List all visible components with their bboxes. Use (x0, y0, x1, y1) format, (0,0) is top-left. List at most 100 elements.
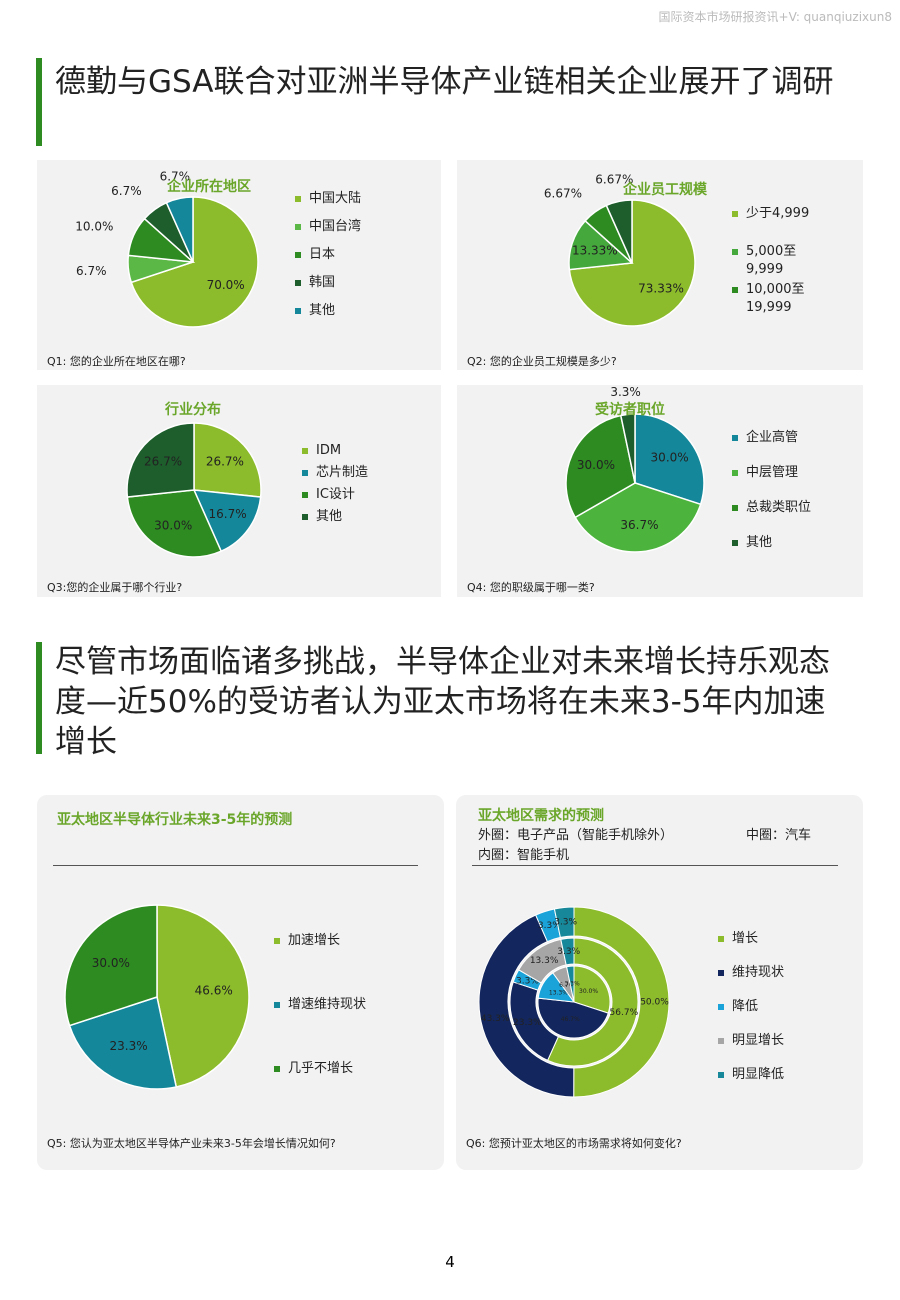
section-title: 德勤与GSA联合对亚洲半导体产业链相关企业展开了调研 (55, 64, 834, 100)
data-label: 6.7% (111, 184, 142, 198)
chart-card: 70.0% 6.7% 10.0% 6.7% 6.7% 企业所在地区 Q1: 您的企业所在地区… (37, 160, 441, 370)
chart: 26.7% 16.7% 30.0% 26.7% (126, 422, 262, 558)
data-label: 26.7% (206, 455, 244, 469)
legend-item: 降低 (718, 998, 813, 1016)
legend-item: 日本 (295, 246, 390, 264)
chart-card: 26.7% 16.7% 30.0% 26.7% 行业分布 Q3:您的企业属于哪个行业? ID… (37, 385, 441, 597)
legend-swatch (274, 1066, 280, 1072)
data-label: 6.67% (544, 187, 582, 201)
legend-swatch (718, 1072, 724, 1078)
legend-item: 10,000至19,999 (732, 281, 827, 317)
legend-item: 增长 (718, 930, 813, 948)
legend-swatch (732, 287, 738, 293)
data-label: 3.3% (565, 981, 581, 988)
chart-title: 行业分布 (165, 402, 221, 418)
legend-swatch (302, 514, 308, 520)
legend-item: 维持现状 (718, 964, 813, 982)
data-label: 30.0% (92, 956, 130, 970)
slice (68, 996, 178, 1090)
legend-label: 中国大陆 (309, 191, 362, 206)
legend-swatch (732, 211, 738, 217)
slice (573, 965, 611, 1014)
data-label: 16.7% (209, 507, 247, 521)
legend-item: 芯片制造 (302, 464, 397, 482)
legend-swatch (302, 492, 308, 498)
legend-item: 5,000至9,999 (732, 243, 827, 279)
legend-item: 其他 (302, 508, 397, 526)
legend-item: 总裁类职位 (732, 499, 827, 517)
legend-label: 韩国 (309, 275, 336, 290)
slice (165, 196, 194, 263)
data-label: 43.3% (481, 1014, 510, 1024)
question: Q2: 您的企业员工规模是多少? (467, 355, 617, 368)
accent-bar (36, 642, 42, 754)
legend-swatch (295, 224, 301, 230)
data-label: 73.33% (638, 282, 684, 296)
data-label: 13.3% (549, 989, 568, 996)
slice (553, 906, 575, 939)
question: Q4: 您的职级属于哪一类? (467, 581, 595, 594)
slice (126, 422, 195, 498)
data-label: 13.33% (572, 243, 618, 257)
watermark: 国际资本市场研报资讯+V: quanqiuzixun8 (658, 10, 892, 24)
legend-item: IC设计 (302, 486, 397, 504)
legend-item: 其他 (295, 302, 390, 320)
data-label: 6.7% (160, 169, 191, 183)
slice (537, 997, 609, 1039)
slice (574, 482, 702, 553)
legend-label: 企业高管 (746, 430, 799, 445)
data-label: 30.0% (651, 450, 689, 464)
legend-item: 韩国 (295, 274, 390, 292)
legend-swatch (295, 252, 301, 258)
legend-label: IC设计 (316, 487, 355, 502)
chart: 30.0% 36.7% 30.0% 3.3% (565, 385, 705, 553)
data-label: 6.7% (559, 982, 575, 989)
legend-item: 明显增长 (718, 1032, 813, 1050)
slice (565, 414, 636, 519)
data-label: 3.3% (610, 385, 641, 399)
slice (560, 937, 575, 966)
legend-label: 几乎不增长 (288, 1061, 354, 1076)
legend-label: 降低 (732, 999, 759, 1014)
data-label: 36.7% (620, 518, 658, 532)
legend-swatch (302, 470, 308, 476)
chart: 73.33% 13.33% 6.67% 6.67% (544, 172, 696, 327)
question: Q5: 您认为亚太地区半导体产业未来3-5年会增长情况如何? (47, 1137, 336, 1150)
data-label: 10.0% (75, 219, 113, 233)
chart-card: 30.0% 36.7% 30.0% 3.3% 受访者职位 Q4: 您的职级属于哪一类? 企业… (457, 385, 863, 597)
legend-item: 企业高管 (732, 429, 827, 447)
legend-label: 其他 (309, 303, 336, 318)
data-label: 13.3% (530, 956, 559, 966)
chart-title: 企业员工规模 (623, 182, 707, 198)
data-label: 23.3% (109, 1039, 147, 1053)
legend-label: 芯片制造 (316, 465, 369, 480)
legend-item: 中国台湾 (295, 218, 390, 236)
legend-swatch (302, 448, 308, 454)
chart-title: 亚太地区半导体行业未来3-5年的预测 (57, 812, 293, 828)
section-title: 尽管市场面临诸多挑战，半导体企业对未来增长持乐观态度—近50%的受访者认为亚太市… (55, 644, 830, 760)
data-label: 3.3% (538, 921, 561, 931)
page-number: 4 (445, 1253, 455, 1271)
data-label: 30.0% (154, 518, 192, 532)
chart-card: 46.6% 23.3% 30.0% 亚太地区半导体行业未来3-5年的预测 Q5: 您认为… (37, 795, 444, 1170)
data-label: 6.7% (76, 264, 107, 278)
slice (546, 937, 639, 1067)
chart-title: 亚太地区需求的预测 (478, 808, 604, 824)
legend-swatch (732, 505, 738, 511)
legend-item: 中国大陆 (295, 190, 390, 208)
legend-label: 维持现状 (732, 965, 785, 980)
legend-label: 中国台湾 (309, 219, 362, 234)
question: Q3:您的企业属于哪个行业? (47, 581, 183, 594)
slice (64, 904, 158, 1027)
data-label: 70.0% (207, 278, 245, 292)
data-label: 26.7% (144, 455, 182, 469)
legend-label: 少于4,999 (746, 206, 810, 221)
slice (619, 413, 636, 484)
slice (130, 196, 259, 328)
chart: 50.0%43.3%3.3%3.3%56.7%23.3%3.3%13.3%3.3… (478, 906, 670, 1098)
legend-item: 明显降低 (718, 1066, 813, 1084)
legend-swatch (732, 249, 738, 255)
legend-label: 其他 (316, 509, 343, 524)
legend-label: 增长 (732, 931, 759, 946)
legend-item: 其他 (732, 534, 827, 552)
